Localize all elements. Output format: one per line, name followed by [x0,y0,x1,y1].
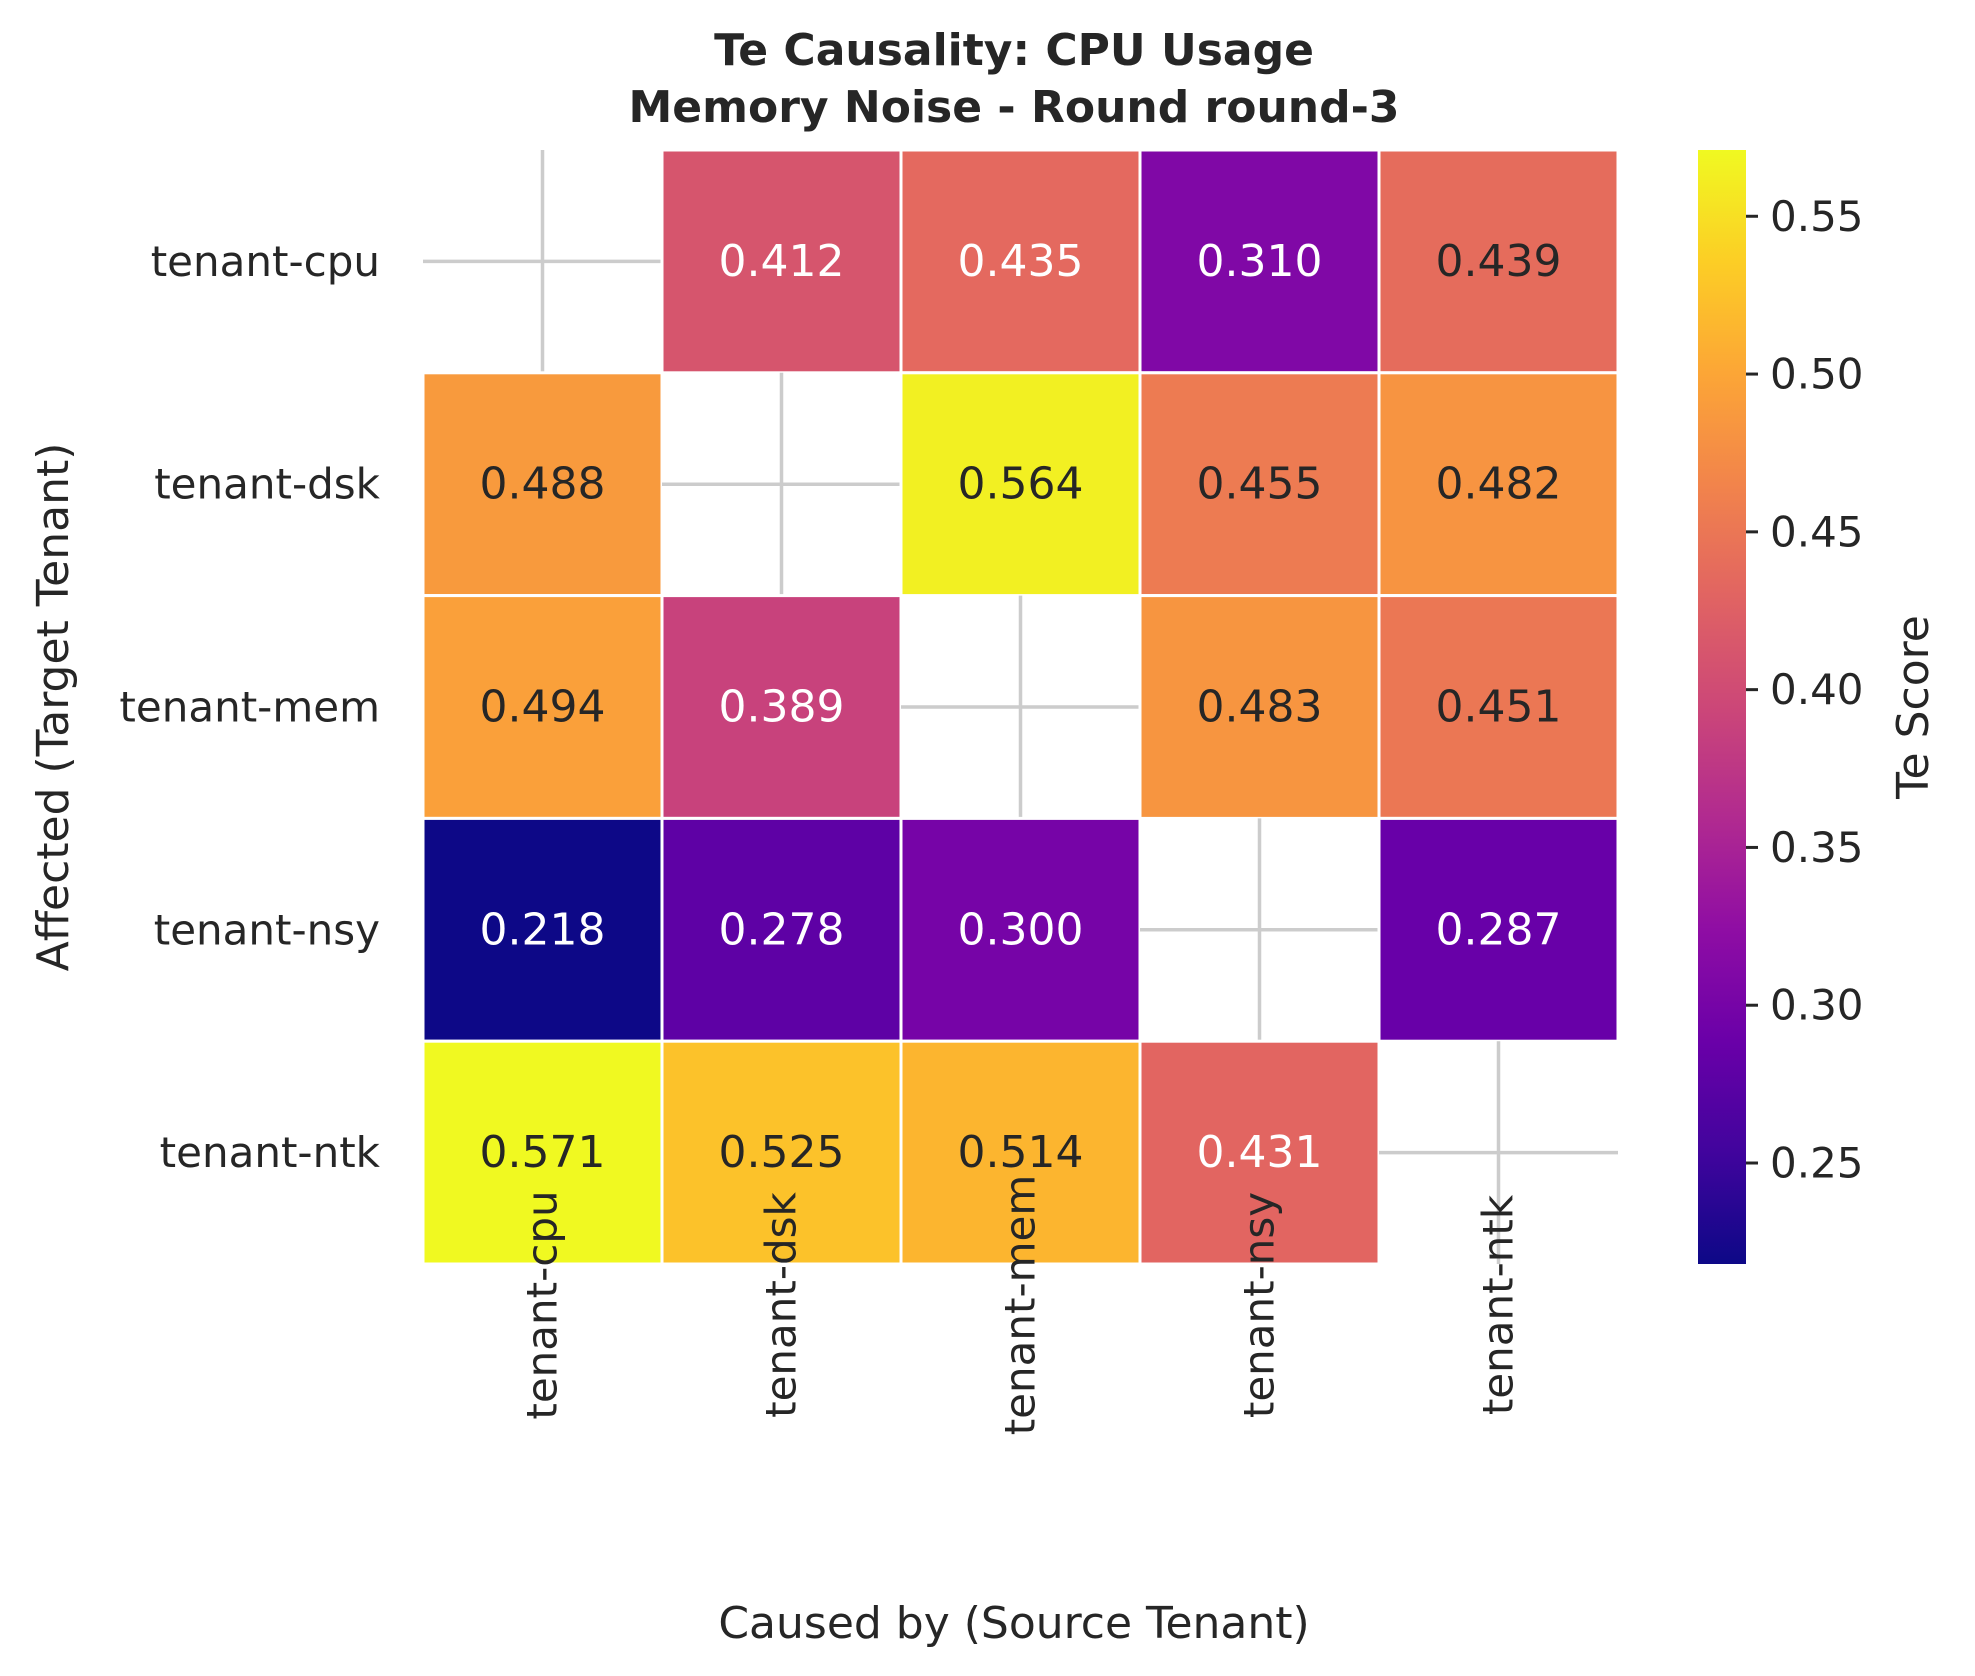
colorbar-tick-label: 0.25 [1770,1139,1864,1188]
heatmap-cell [421,594,664,820]
cell-value-label: 0.488 [480,459,606,510]
cell-value-label: 0.389 [719,682,845,733]
x-tick-label: tenant-ntk [1474,1194,1523,1415]
cell-value-label: 0.455 [1197,459,1323,510]
heatmap-cell [660,594,903,820]
cell-value-label: 0.451 [1436,682,1562,733]
cell-value-label: 0.483 [1197,682,1323,733]
chart-title-line-1: Te Causality: CPU Usage [714,25,1314,76]
heatmap-cell [1377,594,1620,820]
cell-value-label: 0.300 [958,904,1084,955]
y-tick-label: tenant-cpu [151,237,380,286]
heatmap-cell [899,148,1142,375]
cell-value-label: 0.287 [1436,904,1562,955]
colorbar-tick-label: 0.35 [1770,823,1864,872]
heatmap-cell [899,371,1142,598]
cell-value-label: 0.278 [719,904,845,955]
heatmap-cell [1377,371,1620,598]
cell-value-label: 0.564 [958,459,1084,510]
colorbar-ticks: 0.25 0.30 0.35 0.40 0.45 0.50 0.55 [1746,192,1864,1188]
heatmap-cell [1138,1039,1381,1266]
cell-value-label: 0.412 [719,236,845,287]
colorbar: 0.25 0.30 0.35 0.40 0.45 0.50 0.55 Te Score [1698,150,1939,1264]
x-tick-label: tenant-mem [996,1175,1045,1436]
chart-title-line-2: Memory Noise - Round round-3 [629,82,1400,133]
colorbar-tick-label: 0.40 [1770,665,1864,714]
y-tick-labels: tenant-cpu tenant-dsk tenant-mem tenant-nsy… [119,237,380,1177]
heatmap-cell [660,1039,903,1266]
x-tick-label: tenant-nsy [1235,1192,1284,1418]
cell-value-label: 0.431 [1197,1127,1323,1178]
colorbar-tick-label: 0.55 [1770,192,1864,241]
heatmap-cell [1377,148,1620,375]
heatmap-cell [1377,816,1620,1043]
colorbar-tick-label: 0.45 [1770,507,1864,556]
cell-value-label: 0.439 [1436,236,1562,287]
cell-value-label: 0.482 [1436,459,1562,510]
colorbar-tick-label: 0.50 [1770,350,1864,399]
colorbar-gradient [1698,150,1746,1264]
cell-value-label: 0.525 [719,1127,845,1178]
x-tick-label: tenant-cpu [518,1190,567,1419]
cell-value-label: 0.514 [958,1127,1084,1178]
y-tick-label: tenant-mem [119,683,380,732]
heatmap-cell [1138,594,1381,820]
heatmap-cell [421,816,664,1043]
y-tick-label: tenant-nsy [154,905,380,954]
cell-value-label: 0.494 [480,682,606,733]
colorbar-label: Te Score [1888,615,1939,800]
cell-value-label: 0.435 [958,236,1084,287]
heatmap-cell [660,148,903,375]
heatmap-cell [421,1039,664,1266]
cell-value-label: 0.571 [480,1127,606,1178]
x-tick-label: tenant-dsk [757,1191,806,1417]
y-tick-label: tenant-ntk [160,1128,381,1177]
cell-value-label: 0.218 [480,904,606,955]
heatmap-cell [899,1039,1142,1266]
cell-value-label: 0.310 [1197,236,1323,287]
heatmap-cell [1138,148,1381,375]
x-tick-labels: tenant-cpu tenant-dsk tenant-mem tenant-nsy… [518,1175,1523,1436]
heatmap-cell [660,816,903,1043]
heatmap-cells: 0.412 0.435 0.310 0.439 0.488 0.564 0.455 0.482… [421,148,1620,1266]
y-tick-label: tenant-dsk [154,460,380,509]
x-axis-label: Caused by (Source Tenant) [718,1598,1309,1649]
y-axis-label: Affected (Target Tenant) [28,443,79,972]
colorbar-tick-label: 0.30 [1770,981,1864,1030]
